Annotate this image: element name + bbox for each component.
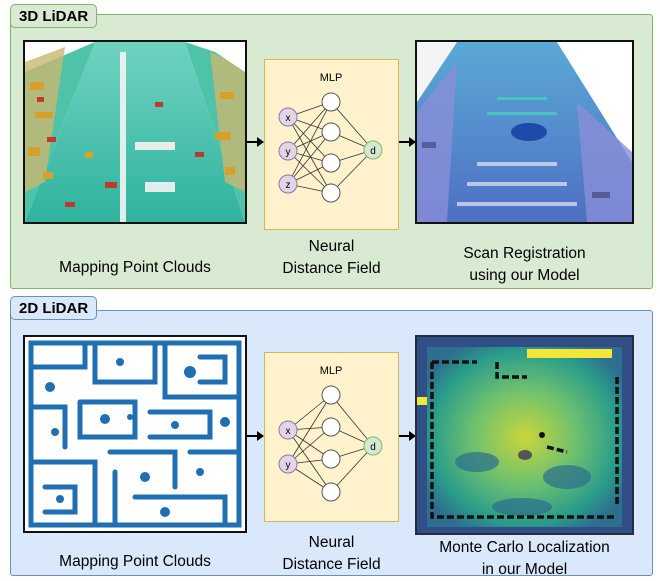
input-label: z xyxy=(286,180,291,191)
caption-line: Distance Field xyxy=(282,556,381,573)
input-label: y xyxy=(286,460,291,471)
caption-bottom-right: Monte Carlo Localization in our Model xyxy=(405,537,644,581)
hidden-node xyxy=(321,417,341,437)
arrow-top-right xyxy=(399,137,416,147)
input-label: x xyxy=(286,113,291,124)
hidden-node xyxy=(321,122,341,142)
image-monte-carlo-localization xyxy=(415,335,634,535)
arrow-bottom-left xyxy=(247,431,264,441)
caption-bottom-left: Mapping Point Clouds xyxy=(59,553,211,570)
hidden-node xyxy=(321,183,341,203)
caption-bottom-mid: Neural Distance Field xyxy=(264,532,399,576)
hidden-node xyxy=(321,153,341,173)
image-2d-mapping-point-cloud xyxy=(23,335,247,533)
caption-top-mid: Neural Distance Field xyxy=(264,236,399,280)
image-3d-mapping-point-cloud xyxy=(23,40,247,224)
hidden-node xyxy=(321,449,341,469)
caption-line: Monte Carlo Localization xyxy=(439,539,610,556)
tag-3d-lidar: 3D LiDAR xyxy=(10,4,98,28)
image-scan-registration xyxy=(415,40,634,224)
arrow-top-left xyxy=(247,137,264,147)
caption-line: using our Model xyxy=(469,267,580,284)
input-label: y xyxy=(286,147,291,158)
arrow-bottom-right xyxy=(399,431,416,441)
caption-line: Distance Field xyxy=(282,260,381,277)
output-label: d xyxy=(370,442,376,453)
tag-2d-lidar: 2D LiDAR xyxy=(10,296,98,320)
output-label: d xyxy=(370,146,376,157)
caption-line: Neural xyxy=(308,534,355,551)
output-node-d xyxy=(363,436,383,456)
caption-line: Neural xyxy=(308,238,355,255)
input-node-x xyxy=(278,420,298,440)
hidden-node xyxy=(321,92,341,112)
input-label: x xyxy=(286,426,291,437)
input-node-y xyxy=(278,141,298,161)
input-node-z xyxy=(278,174,298,194)
input-node-x xyxy=(278,107,298,127)
mlp-network-2d: MLP x y d xyxy=(278,365,383,502)
mlp-label: MLP xyxy=(320,365,343,377)
caption-line: in our Model xyxy=(481,561,568,578)
hidden-node xyxy=(321,482,341,502)
hidden-node xyxy=(321,385,341,405)
mlp-network-3d: MLP x y z d xyxy=(278,72,383,203)
caption-top-left: Mapping Point Clouds xyxy=(59,259,211,276)
input-node-y xyxy=(278,454,298,474)
mlp-label: MLP xyxy=(320,72,343,84)
caption-top-right: Scan Registration using our Model xyxy=(410,243,639,287)
output-node-d xyxy=(363,140,383,160)
caption-line: Scan Registration xyxy=(463,245,586,262)
